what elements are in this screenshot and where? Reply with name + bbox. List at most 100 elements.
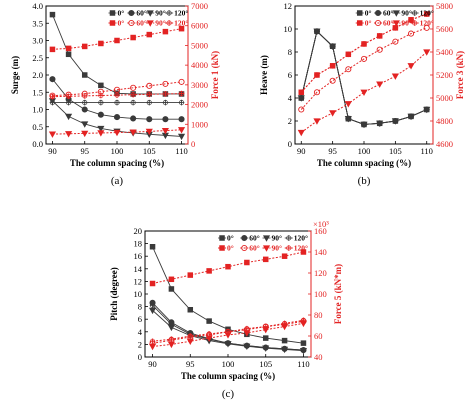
data-point bbox=[65, 51, 72, 58]
legend-marker-ring bbox=[286, 235, 292, 241]
y2-tick-label: 5000 bbox=[191, 40, 208, 50]
legend-label: 60° bbox=[249, 244, 260, 253]
data-point-ring bbox=[82, 100, 88, 106]
legend-marker bbox=[128, 19, 135, 27]
data-point bbox=[97, 130, 105, 137]
y-tick-label: 16 bbox=[134, 251, 143, 261]
data-point bbox=[146, 82, 153, 89]
data-point-ring bbox=[314, 72, 320, 78]
legend-marker bbox=[219, 245, 225, 251]
y-tick-label: 6 bbox=[138, 314, 142, 324]
x-tick-label: 90 bbox=[48, 146, 57, 156]
legend-label: 0° bbox=[227, 244, 234, 253]
data-point bbox=[392, 38, 399, 45]
data-point-ring bbox=[66, 100, 72, 106]
data-point-ring bbox=[146, 91, 152, 97]
legend-marker bbox=[285, 235, 292, 241]
data-point bbox=[162, 91, 169, 97]
legend-label: 0° bbox=[117, 9, 124, 18]
data-point bbox=[114, 37, 120, 44]
data-point-ring bbox=[168, 321, 174, 327]
data-point-ring bbox=[392, 118, 398, 124]
data-point bbox=[187, 333, 194, 339]
data-point bbox=[97, 125, 105, 133]
x-tick-label: 110 bbox=[175, 146, 187, 156]
data-point bbox=[145, 128, 153, 136]
x-tick-label: 105 bbox=[143, 146, 156, 156]
data-point-ring bbox=[263, 344, 269, 351]
data-point-ring bbox=[114, 100, 120, 106]
x-tick-label: 105 bbox=[389, 146, 402, 156]
y-tick-label: 0 bbox=[288, 139, 292, 149]
data-point-ring bbox=[178, 90, 185, 97]
data-point bbox=[206, 268, 212, 274]
data-point bbox=[168, 286, 175, 292]
y-axis-label: Heave (m) bbox=[259, 55, 269, 95]
data-point-ring bbox=[298, 89, 304, 95]
data-point bbox=[313, 118, 321, 125]
data-point bbox=[345, 66, 352, 73]
y2-tick-label: 4600 bbox=[436, 139, 453, 149]
data-point-ring bbox=[66, 93, 72, 99]
legend-marker bbox=[374, 19, 382, 27]
legend-label: 120° bbox=[174, 9, 188, 18]
data-point bbox=[314, 72, 320, 78]
data-point bbox=[262, 335, 269, 341]
data-point bbox=[81, 72, 88, 78]
data-point bbox=[376, 46, 383, 53]
data-point bbox=[300, 317, 307, 324]
data-point-ring bbox=[244, 343, 250, 349]
data-point bbox=[167, 341, 175, 349]
data-point-ring bbox=[130, 92, 136, 98]
data-point-ring bbox=[82, 93, 88, 99]
y-tick-label: 4.0 bbox=[32, 1, 43, 11]
y2-tick-label: 160 bbox=[314, 226, 327, 236]
y-tick-label: 12 bbox=[134, 276, 143, 286]
legend-marker bbox=[109, 10, 116, 16]
data-point bbox=[376, 120, 383, 127]
data-point bbox=[161, 127, 169, 135]
y-tick-label: 3.5 bbox=[32, 18, 43, 28]
x-axis-label: The column spacing (%) bbox=[181, 371, 275, 381]
legend-marker bbox=[109, 20, 116, 26]
data-point bbox=[244, 342, 250, 349]
chart-panel-a: 90 95 100 105 110 0.0 0.5 1.0 1.5 2.0 2.5 3.0 3.5 4.0… bbox=[10, 1, 220, 187]
panel-label: (a) bbox=[111, 175, 124, 187]
data-point bbox=[149, 280, 156, 287]
legend-label: 120° bbox=[420, 19, 434, 28]
data-point bbox=[65, 45, 72, 52]
data-point-ring bbox=[424, 106, 430, 113]
y-tick-label: 4 bbox=[138, 327, 143, 337]
data-point-ring bbox=[282, 346, 288, 352]
data-point bbox=[376, 33, 383, 39]
legend-marker bbox=[219, 235, 225, 241]
data-point bbox=[81, 121, 89, 128]
data-point-ring bbox=[330, 63, 336, 69]
data-point bbox=[329, 63, 336, 69]
data-point bbox=[149, 338, 156, 345]
data-point bbox=[162, 28, 169, 35]
data-point bbox=[81, 93, 88, 99]
legend-label: 90° bbox=[401, 9, 412, 18]
panel-label: (c) bbox=[222, 388, 235, 400]
data-point bbox=[361, 121, 367, 128]
data-point bbox=[423, 106, 430, 113]
data-point bbox=[244, 325, 250, 332]
data-point bbox=[148, 307, 157, 315]
data-point bbox=[407, 63, 415, 70]
legend-marker-ring bbox=[412, 20, 418, 26]
data-point-ring bbox=[162, 91, 168, 97]
y-tick-label: 14 bbox=[134, 264, 143, 274]
legend-marker bbox=[146, 10, 154, 17]
data-point bbox=[187, 272, 194, 278]
data-point bbox=[329, 77, 336, 84]
data-point bbox=[81, 99, 88, 106]
y-tick-label: 12 bbox=[284, 1, 293, 11]
data-point-ring bbox=[162, 100, 168, 106]
data-point-ring bbox=[377, 33, 383, 39]
legend-label: 120° bbox=[420, 9, 434, 18]
y-tick-label: 0.0 bbox=[32, 139, 43, 149]
data-point-ring bbox=[206, 331, 212, 337]
data-point bbox=[49, 99, 56, 106]
data-point-ring bbox=[361, 41, 367, 47]
